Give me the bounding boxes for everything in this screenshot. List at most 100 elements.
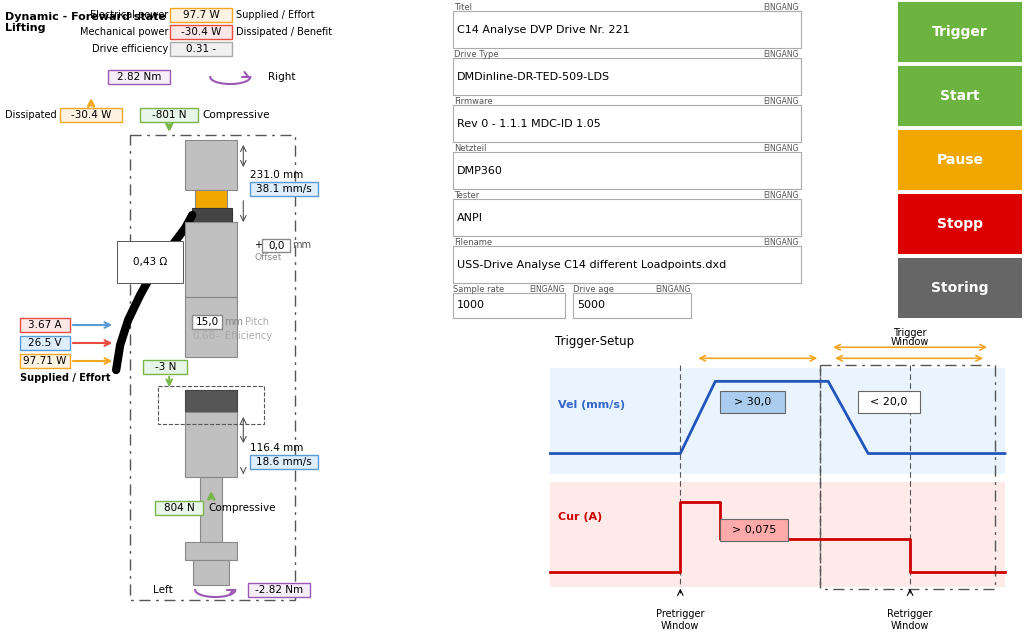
Bar <box>201 477 222 542</box>
Text: 231.0 mm: 231.0 mm <box>250 170 303 180</box>
Bar <box>551 481 1005 587</box>
Text: Pitch: Pitch <box>246 317 269 327</box>
Bar <box>193 208 232 222</box>
Bar <box>898 66 1022 126</box>
Text: > 30,0: > 30,0 <box>733 397 771 408</box>
Text: 26.5 V: 26.5 V <box>29 338 61 348</box>
Bar <box>573 293 691 318</box>
Text: -2.82 Nm: -2.82 Nm <box>255 585 303 595</box>
Text: Lifting: Lifting <box>5 23 45 33</box>
Text: 1000: 1000 <box>457 300 484 310</box>
Text: Efficiency: Efficiency <box>225 331 272 341</box>
Bar <box>551 368 1005 474</box>
Text: > 0,075: > 0,075 <box>732 525 776 535</box>
Bar <box>185 542 238 560</box>
Text: 97.71 W: 97.71 W <box>24 356 67 366</box>
Text: Trigger: Trigger <box>932 25 988 39</box>
Text: Mechanical power: Mechanical power <box>80 27 168 37</box>
Text: Drive Type: Drive Type <box>454 50 499 59</box>
Bar <box>170 42 232 56</box>
Bar <box>453 58 801 95</box>
Text: Right: Right <box>268 72 296 82</box>
Text: Pause: Pause <box>937 153 983 167</box>
Text: 18.6 mm/s: 18.6 mm/s <box>256 457 312 467</box>
Text: Tester: Tester <box>454 191 479 200</box>
Text: 38.1 mm/s: 38.1 mm/s <box>256 184 312 194</box>
Text: 804 N: 804 N <box>164 503 195 513</box>
Text: EINGANG: EINGANG <box>655 285 691 294</box>
Bar <box>820 365 995 589</box>
Bar <box>262 239 291 252</box>
Bar <box>156 501 203 515</box>
Bar <box>453 293 565 318</box>
Text: 15,0: 15,0 <box>196 317 219 327</box>
Text: Vel (mm/s): Vel (mm/s) <box>558 401 626 410</box>
Bar <box>193 315 222 329</box>
Bar <box>170 25 232 39</box>
Bar <box>453 199 801 236</box>
Text: 0.31 -: 0.31 - <box>186 44 216 54</box>
Bar <box>196 190 227 208</box>
Text: Rev 0 - 1.1.1 MDC-ID 1.05: Rev 0 - 1.1.1 MDC-ID 1.05 <box>457 118 600 129</box>
Text: +: + <box>254 240 262 250</box>
Bar <box>60 108 122 122</box>
Text: C14 Analyse DVP Drive Nr. 221: C14 Analyse DVP Drive Nr. 221 <box>457 24 630 35</box>
Bar <box>248 583 310 597</box>
Text: EINGANG: EINGANG <box>763 191 799 200</box>
Text: Left: Left <box>154 585 173 595</box>
Text: DMDinline-DR-TED-509-LDS: DMDinline-DR-TED-509-LDS <box>457 72 610 81</box>
Text: Drive efficiency: Drive efficiency <box>92 44 168 54</box>
Text: Cur (A): Cur (A) <box>558 512 603 522</box>
Text: mm: mm <box>293 240 311 250</box>
Text: Dissipated / Benefit: Dissipated / Benefit <box>237 27 333 37</box>
Bar <box>140 108 199 122</box>
Bar <box>185 297 238 357</box>
Text: Dissipated /...: Dissipated /... <box>5 110 72 120</box>
Text: -: - <box>215 331 219 341</box>
Bar <box>158 386 264 424</box>
Text: 0,0: 0,0 <box>268 241 285 250</box>
Text: EINGANG: EINGANG <box>763 238 799 247</box>
Text: Start: Start <box>940 89 980 103</box>
Bar <box>185 390 238 412</box>
Text: Storing: Storing <box>931 281 989 295</box>
Bar <box>898 130 1022 190</box>
Bar <box>20 318 70 332</box>
Bar <box>130 135 295 600</box>
Text: -30.4 W: -30.4 W <box>181 27 221 37</box>
Bar <box>109 70 170 84</box>
Text: 3.67 A: 3.67 A <box>29 320 61 330</box>
Text: EINGANG: EINGANG <box>763 144 799 153</box>
Text: < 20,0: < 20,0 <box>870 397 908 408</box>
Text: 97.7 W: 97.7 W <box>183 10 219 20</box>
Text: Compressive: Compressive <box>208 503 275 513</box>
Text: mm: mm <box>224 317 244 327</box>
Bar <box>185 222 238 297</box>
Text: -801 N: -801 N <box>152 110 186 120</box>
Text: Trigger: Trigger <box>893 328 927 338</box>
Text: Supplied / Effort: Supplied / Effort <box>20 373 111 383</box>
Bar <box>720 518 788 541</box>
Text: Pretrigger
Window: Pretrigger Window <box>656 609 705 630</box>
Bar <box>898 258 1022 318</box>
Text: Offset: Offset <box>254 253 282 262</box>
Bar <box>720 392 785 413</box>
Bar <box>250 455 318 469</box>
Bar <box>170 8 232 22</box>
Bar <box>143 360 187 374</box>
Text: -30.4 W: -30.4 W <box>71 110 112 120</box>
Bar <box>898 194 1022 254</box>
Text: Drive age: Drive age <box>573 285 614 294</box>
Text: Supplied / Effort: Supplied / Effort <box>237 10 315 20</box>
Text: EINGANG: EINGANG <box>763 97 799 106</box>
Text: EINGANG: EINGANG <box>763 3 799 12</box>
Text: 0.68: 0.68 <box>193 331 215 341</box>
Bar <box>20 354 70 368</box>
Text: ANPI: ANPI <box>457 212 482 223</box>
Text: Sample rate: Sample rate <box>453 285 504 294</box>
Text: Trigger-Setup: Trigger-Setup <box>555 335 635 348</box>
Text: USS-Drive Analyse C14 different Loadpoints.dxd: USS-Drive Analyse C14 different Loadpoin… <box>457 260 726 269</box>
Bar <box>898 2 1022 62</box>
Bar <box>250 182 318 196</box>
Text: Window: Window <box>891 337 930 348</box>
